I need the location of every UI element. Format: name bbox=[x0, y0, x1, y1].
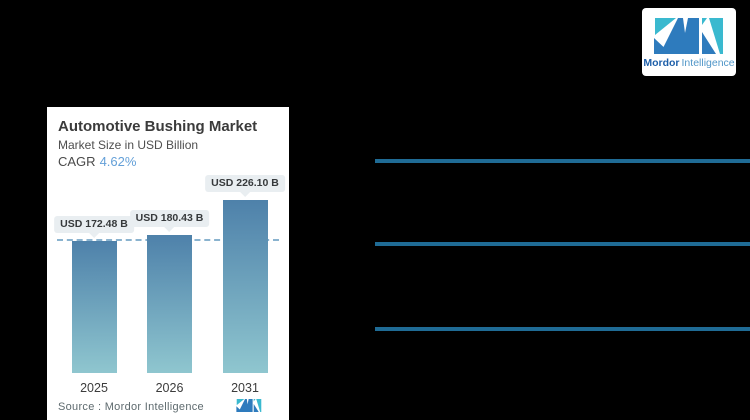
mordor-mini-logo-icon bbox=[236, 399, 262, 412]
cagr-label: CAGR bbox=[58, 154, 96, 169]
right-panel-divider-3 bbox=[375, 327, 750, 331]
header-title-area bbox=[0, 0, 640, 100]
bar-2026 bbox=[147, 235, 192, 373]
x-tick-2026: 2026 bbox=[155, 381, 184, 395]
value-callout-2031: USD 226.10 B bbox=[205, 175, 285, 192]
chart-subtitle: Market Size in USD Billion bbox=[58, 138, 199, 152]
brand-wordmark: Mordor Intelligence bbox=[643, 58, 734, 69]
right-panel-divider-2 bbox=[375, 242, 750, 246]
chart-title: Automotive Bushing Market bbox=[58, 118, 258, 135]
cagr-row: CAGR 4.62% bbox=[58, 154, 136, 169]
brand-name-bold: Mordor bbox=[643, 57, 680, 69]
source-attribution: Source : Mordor Intelligence bbox=[58, 401, 204, 413]
x-tick-2025: 2025 bbox=[80, 381, 108, 395]
bar-2025 bbox=[71, 241, 117, 373]
market-chart-card: Automotive Bushing Market Market Size in… bbox=[47, 107, 289, 420]
cagr-value: 4.62% bbox=[99, 154, 137, 169]
mordor-logo-icon bbox=[654, 18, 723, 54]
brand-logo-card: Mordor Intelligence bbox=[642, 8, 736, 76]
brand-name-light: Intelligence bbox=[681, 57, 735, 69]
value-callout-2025: USD 172.48 B bbox=[54, 216, 134, 233]
bar-2031 bbox=[222, 200, 268, 373]
right-panel-divider-1 bbox=[375, 159, 750, 163]
value-callout-2026: USD 180.43 B bbox=[129, 210, 210, 227]
x-tick-2031: 2031 bbox=[231, 381, 259, 395]
plot-area: USD 172.48 B 2025 USD 180.43 B 2026 USD 226.… bbox=[47, 107, 289, 420]
